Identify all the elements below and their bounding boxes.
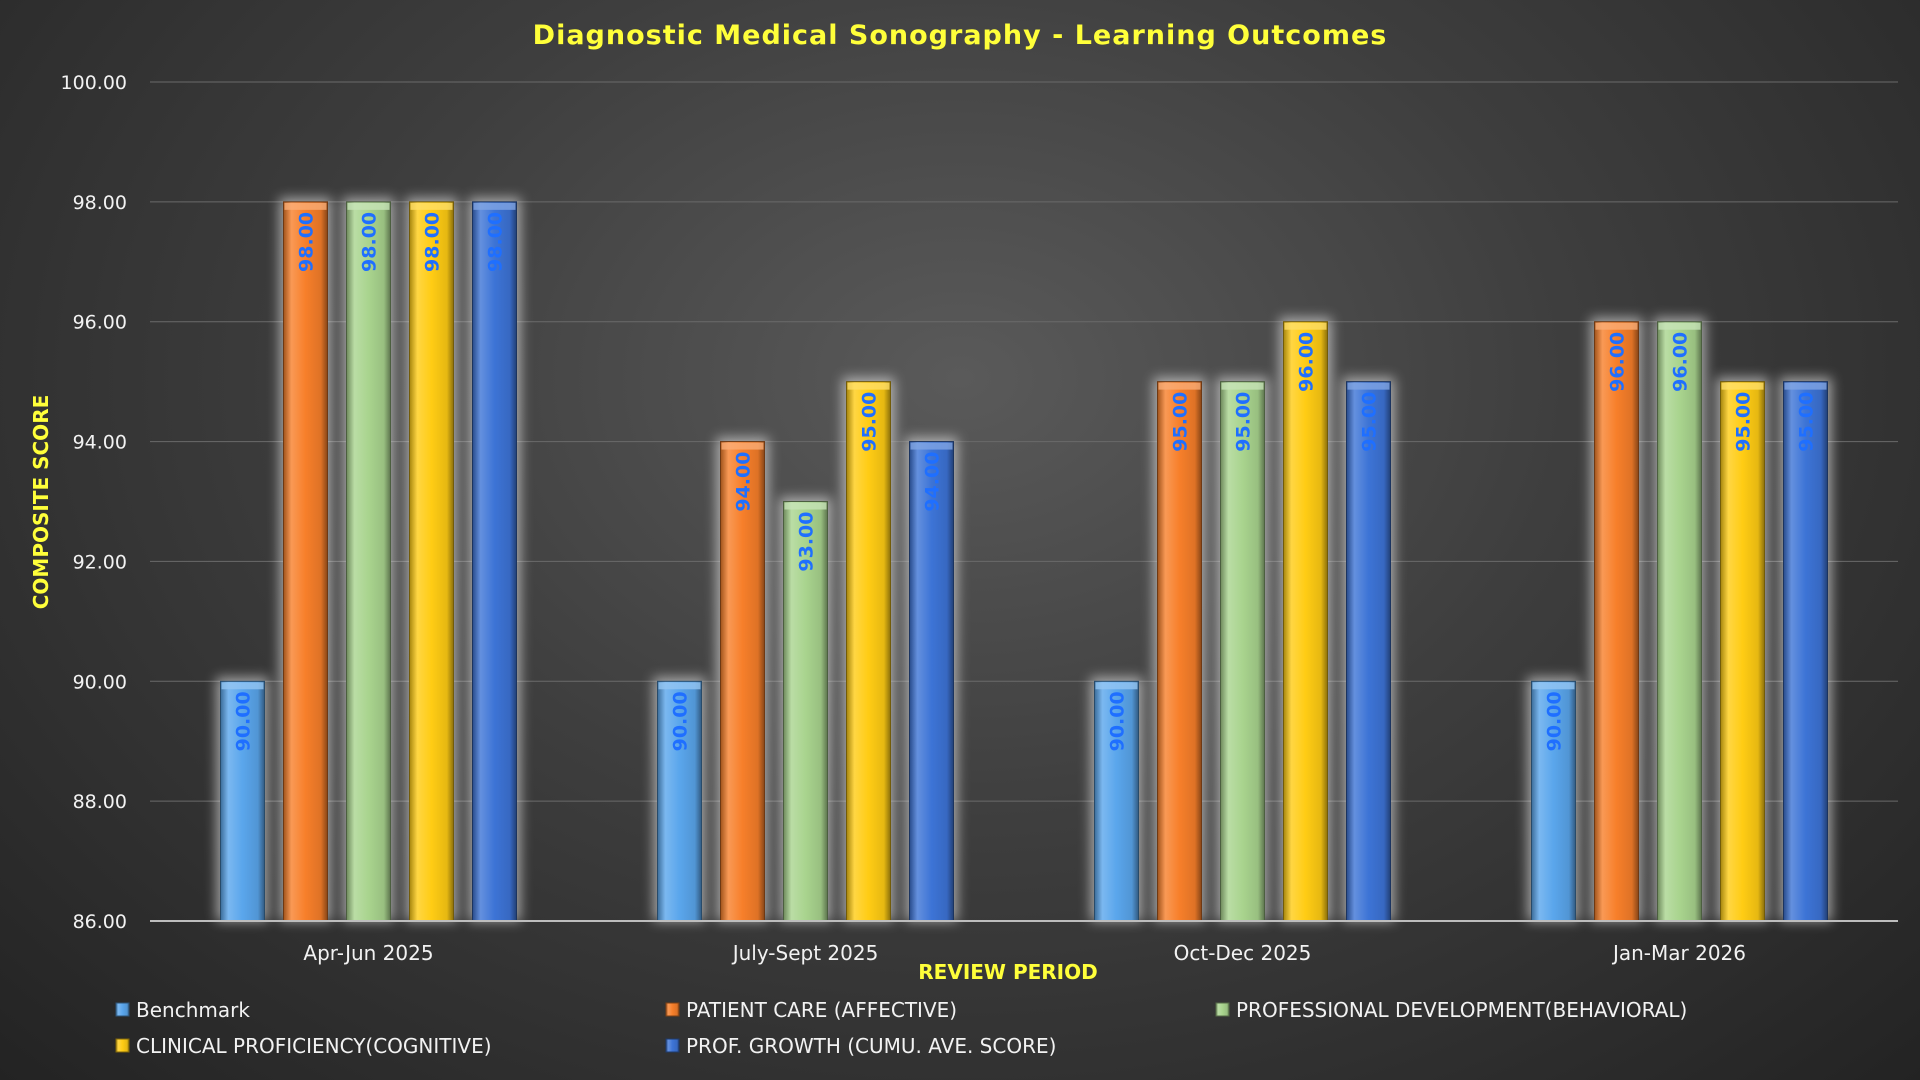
y-tick-label: 86.00	[73, 911, 127, 933]
x-axis-title: REVIEW PERIOD	[918, 960, 1097, 984]
legend-label: PROFESSIONAL DEVELOPMENT(BEHAVIORAL)	[1236, 998, 1687, 1022]
bar-top-bevel	[347, 202, 390, 210]
bar	[1594, 321, 1639, 922]
x-category-label: July-Sept 2025	[731, 941, 879, 965]
legend-swatch	[665, 1002, 680, 1017]
bar-top-bevel	[721, 442, 764, 450]
legend-label: PROF. GROWTH (CUMU. AVE. SCORE)	[686, 1034, 1056, 1058]
data-labels: 90.00 98.00 98.00 98.00 98.00 90.00 94.00 93.00…	[233, 212, 1818, 752]
y-tick-label: 96.00	[73, 312, 127, 334]
legend-swatch	[115, 1002, 130, 1017]
bar-top-bevel	[1347, 382, 1390, 390]
legend-swatch	[665, 1038, 680, 1053]
bar	[1720, 381, 1765, 922]
legend-item: CLINICAL PROFICIENCY(COGNITIVE)	[115, 1034, 492, 1058]
data-label: 98.00	[485, 212, 507, 272]
data-label: 93.00	[796, 512, 818, 572]
data-label: 98.00	[422, 212, 444, 272]
data-label: 95.00	[859, 392, 881, 452]
legend-label: Benchmark	[136, 998, 250, 1022]
bar-top-bevel	[410, 202, 453, 210]
bar	[409, 201, 454, 922]
data-label: 94.00	[922, 452, 944, 512]
legend: Benchmark PATIENT CARE (AFFECTIVE) PROFESS…	[115, 998, 1687, 1058]
bars	[216, 197, 1832, 922]
bar	[1346, 381, 1391, 922]
bar	[846, 381, 891, 922]
bar-top-bevel	[221, 682, 264, 690]
chart-title: Diagnostic Medical Sonography - Learning…	[533, 20, 1388, 51]
data-label: 90.00	[1107, 691, 1129, 751]
legend-label: CLINICAL PROFICIENCY(COGNITIVE)	[136, 1034, 492, 1058]
y-tick-label: 90.00	[73, 671, 127, 693]
data-label: 96.00	[1296, 332, 1318, 392]
y-tick-label: 94.00	[73, 432, 127, 454]
bar	[1783, 381, 1828, 922]
x-axis-categories: Apr-Jun 2025 July-Sept 2025 Oct-Dec 2025 Ja…	[303, 941, 1746, 965]
data-label: 90.00	[670, 691, 692, 751]
bar-top-bevel	[847, 382, 890, 390]
data-label: 90.00	[1544, 691, 1566, 751]
bar-top-bevel	[910, 442, 953, 450]
data-label: 96.00	[1670, 332, 1692, 392]
data-label: 94.00	[733, 452, 755, 512]
legend-swatch	[115, 1038, 130, 1053]
bar-top-bevel	[284, 202, 327, 210]
y-tick-label: 88.00	[73, 791, 127, 813]
y-tick-label: 98.00	[73, 192, 127, 214]
bar	[1531, 680, 1576, 922]
bar-top-bevel	[1595, 322, 1638, 330]
bar-top-bevel	[1158, 382, 1201, 390]
bar	[720, 441, 765, 922]
bar-top-bevel	[658, 682, 701, 690]
x-category-label: Oct-Dec 2025	[1174, 941, 1312, 965]
legend-item: PROF. GROWTH (CUMU. AVE. SCORE)	[665, 1034, 1056, 1058]
legend-swatch	[1215, 1002, 1230, 1017]
bar-top-bevel	[1658, 322, 1701, 330]
data-label: 95.00	[1170, 392, 1192, 452]
data-label: 98.00	[359, 212, 381, 272]
data-label: 95.00	[1733, 392, 1755, 452]
y-tick-label: 92.00	[73, 551, 127, 573]
y-tick-label: 100.00	[61, 72, 127, 94]
y-axis-title: COMPOSITE SCORE	[29, 395, 53, 610]
data-label: 90.00	[233, 691, 255, 751]
bar	[1157, 381, 1202, 922]
legend-item: Benchmark	[115, 998, 250, 1022]
data-label: 96.00	[1607, 332, 1629, 392]
bar-top-bevel	[1284, 322, 1327, 330]
bar-top-bevel	[1095, 682, 1138, 690]
bar	[283, 201, 328, 922]
data-label: 95.00	[1796, 392, 1818, 452]
legend-label: PATIENT CARE (AFFECTIVE)	[686, 998, 957, 1022]
bar	[909, 441, 954, 922]
bar	[1283, 321, 1328, 922]
bar-top-bevel	[473, 202, 516, 210]
bar	[346, 201, 391, 922]
bar	[1220, 381, 1265, 922]
x-category-label: Apr-Jun 2025	[303, 941, 433, 965]
bar	[1094, 680, 1139, 922]
bar-top-bevel	[1721, 382, 1764, 390]
data-label: 95.00	[1359, 392, 1381, 452]
bar	[472, 201, 517, 922]
bar	[220, 680, 265, 922]
bar-top-bevel	[1221, 382, 1264, 390]
bar-top-bevel	[1784, 382, 1827, 390]
data-label: 95.00	[1233, 392, 1255, 452]
bar	[783, 501, 828, 922]
bar-top-bevel	[1532, 682, 1575, 690]
legend-item: PATIENT CARE (AFFECTIVE)	[665, 998, 957, 1022]
data-label: 98.00	[296, 212, 318, 272]
bar	[1657, 321, 1702, 922]
bar-top-bevel	[784, 502, 827, 510]
x-category-label: Jan-Mar 2026	[1611, 941, 1746, 965]
legend-item: PROFESSIONAL DEVELOPMENT(BEHAVIORAL)	[1215, 998, 1687, 1022]
y-axis-ticks: 86.00 88.00 90.00 92.00 94.00 96.00 98.00 100.0…	[61, 72, 127, 933]
